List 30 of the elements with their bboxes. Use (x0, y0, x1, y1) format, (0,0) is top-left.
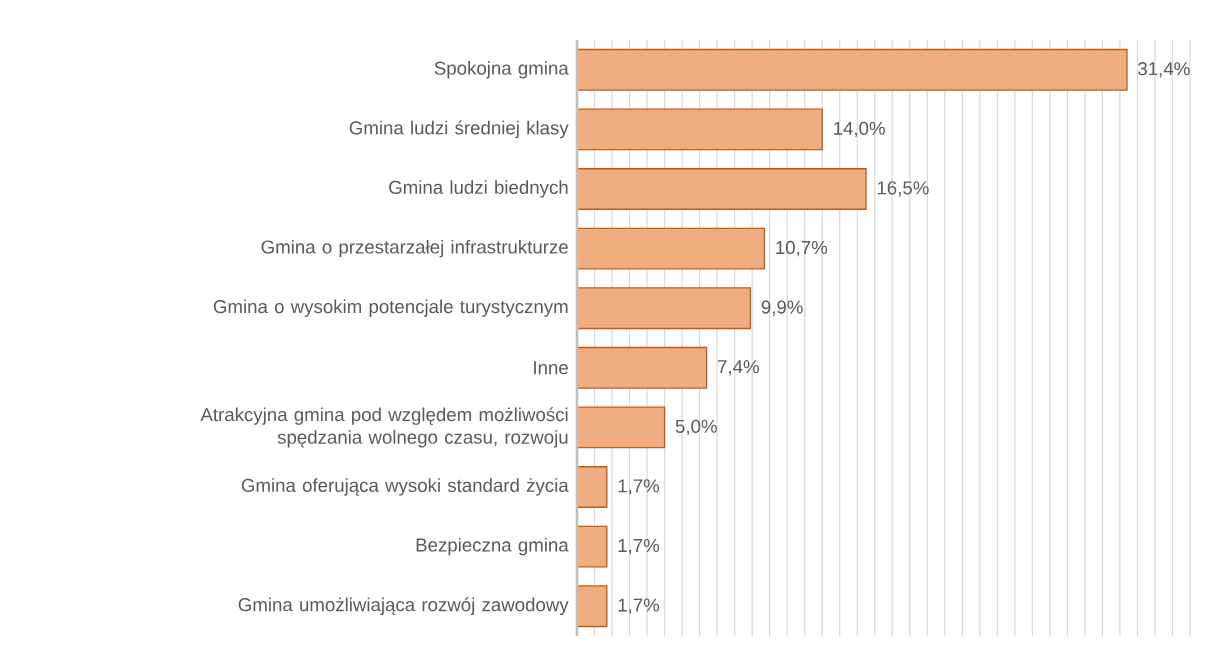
bar (576, 48, 1128, 91)
bar (576, 227, 766, 270)
data-label: 31,4% (1138, 62, 1190, 78)
bar (576, 525, 608, 568)
data-label: 1,7% (618, 598, 660, 614)
y-tick-label: Spokojna gmina (434, 61, 569, 79)
bar (576, 585, 608, 628)
y-tick-label: Bezpieczna gmina (416, 537, 569, 556)
bar (576, 168, 867, 210)
y-tick-label: Gmina umożliwiająca rozwój zawodowy (238, 597, 569, 616)
y-tick-label: Gmina ludzi średniej klasy (349, 120, 569, 139)
data-label: 5,0% (675, 419, 717, 436)
data-label: 1,7% (618, 538, 660, 555)
data-label: 14,0% (834, 121, 885, 138)
bar (576, 346, 708, 389)
bar (576, 406, 666, 449)
y-tick-label: Gmina oferująca wysoki standard życia (241, 478, 569, 496)
y-tick-label: Gmina o wysokim potencjale turystycznym (213, 299, 568, 317)
y-tick-label: Inne (534, 361, 568, 375)
data-label: 9,9% (761, 300, 803, 316)
bar (576, 466, 608, 508)
bar (576, 108, 823, 151)
y-tick-label: Gmina o przestarzałej infrastrukturze (261, 239, 568, 258)
data-label: 10,7% (776, 240, 828, 257)
bar (576, 287, 752, 330)
y-tick-label: Gmina ludzi biednych (389, 180, 568, 198)
data-label: 7,4% (718, 360, 759, 376)
data-label: 1,7% (618, 479, 660, 495)
y-tick-label: Atrakcyjna gmina pod względem możliwości spędzania wolnego czasu, rozwoju (200, 407, 568, 448)
data-label: 16,5% (877, 181, 929, 197)
